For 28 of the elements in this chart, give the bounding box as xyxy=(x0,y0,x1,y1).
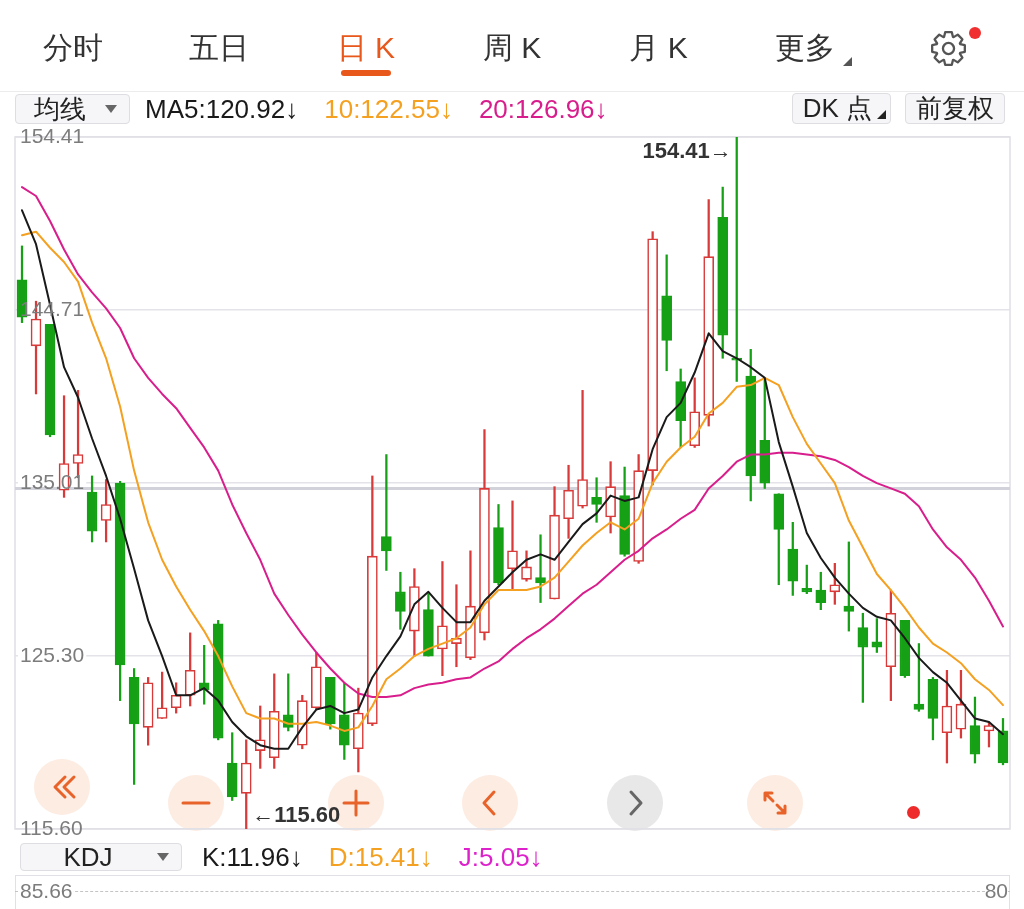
button: DK 点 xyxy=(791,93,891,124)
text: MA5:120.92↓ xyxy=(145,94,299,124)
category-label: J:5.05↓ xyxy=(458,842,543,872)
category-label: 五日 xyxy=(189,30,250,66)
candlestick xyxy=(507,500,518,591)
category-label: D:15.41↓ xyxy=(328,842,433,872)
text: 20:126.96↓ xyxy=(478,94,608,124)
category-label: 日 K xyxy=(336,30,395,66)
category-label: 月 K xyxy=(629,30,688,66)
category-label: 分时 xyxy=(43,30,103,66)
dropdown: 均线 xyxy=(15,94,130,124)
text: 80 xyxy=(984,879,1008,902)
candlestick xyxy=(535,534,546,603)
text: 10:122.55↓ xyxy=(324,94,453,124)
annotation: ←115.60 xyxy=(252,802,341,828)
category-label: 周 K xyxy=(483,30,542,66)
y-tick-label: 115.60 xyxy=(20,815,83,839)
candlestick xyxy=(577,390,588,509)
text: 85.66 xyxy=(20,879,73,902)
y-tick-label: 125.30 xyxy=(20,642,85,666)
legend-title: 均线 xyxy=(33,94,86,124)
category-label: 更多 xyxy=(775,30,835,66)
annotation: 154.41→ xyxy=(642,138,732,164)
y-tick-label: 154.41 xyxy=(20,123,85,147)
dropdown: KDJ xyxy=(20,843,182,871)
button: 前复权 xyxy=(905,93,1005,124)
category-label: K:11.96↓ xyxy=(202,842,303,872)
candlestick xyxy=(381,454,392,571)
